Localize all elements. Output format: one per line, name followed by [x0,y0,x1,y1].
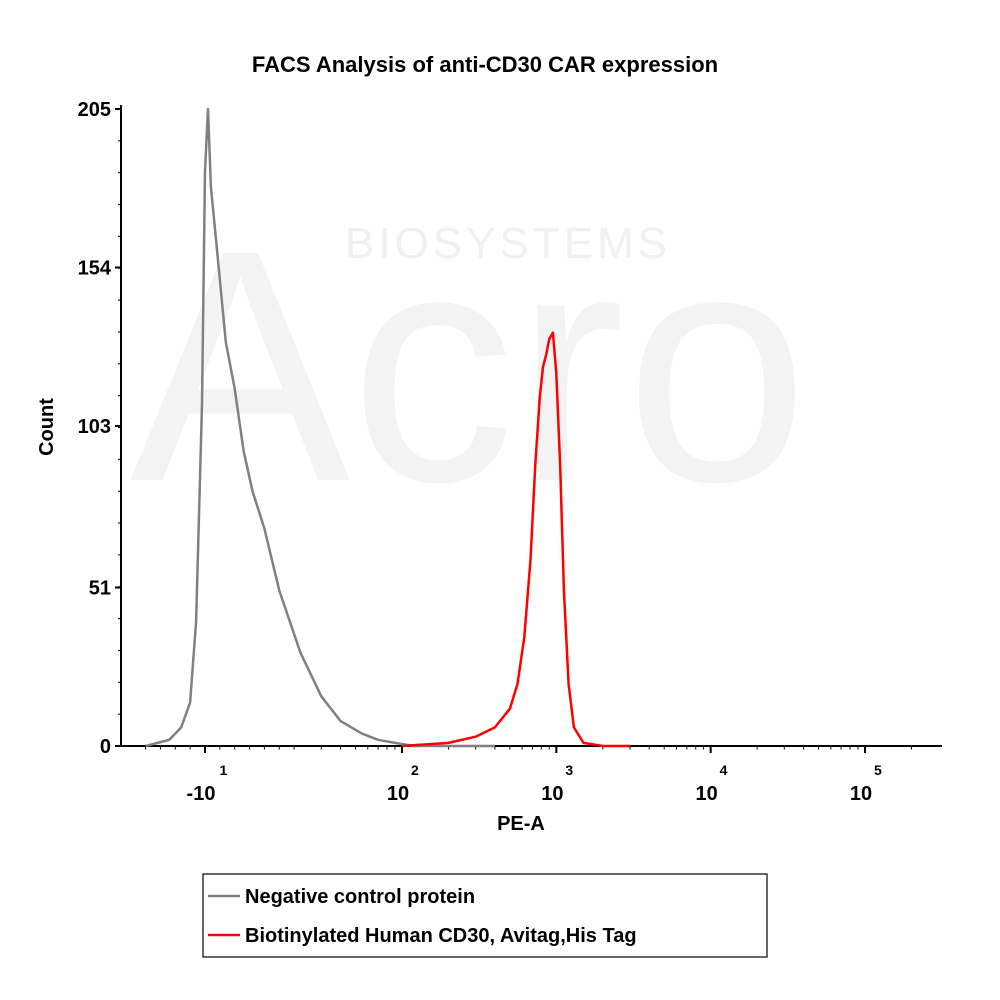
watermark: BIOSYSTEMS Acro [130,181,809,550]
x-tick-label-base: 10 [541,783,563,805]
y-tick-label: 103 [78,416,111,438]
y-tick-label: 154 [78,257,112,279]
legend-box [202,873,768,958]
y-tick-label: 51 [89,578,111,600]
watermark-text: BIOSYSTEMS [345,219,671,268]
series-layer [145,107,630,748]
x-axis-label: PE-A [497,813,545,835]
y-tick-label: 0 [100,736,111,758]
series-line-cd30 [401,331,630,748]
watermark-brand: Acro [130,181,809,550]
x-tick-label-exponent: 3 [565,762,573,778]
y-tick-label: 205 [78,99,111,121]
x-tick-label-base: 10 [387,783,409,805]
x-tick-label-base: 10 [696,783,718,805]
legend-label-cd30: Biotinylated Human CD30, Avitag,His Tag [245,925,637,947]
x-tick-label-exponent: 1 [220,762,228,778]
series-line-negative-control [145,107,495,748]
x-tick-label-exponent: 4 [720,762,728,778]
x-tick-label-exponent: 5 [874,762,882,778]
x-tick-label-base: -10 [187,783,216,805]
legend-label-negative-control: Negative control protein [245,886,475,908]
legend: Negative control protein Biotinylated Hu… [202,873,768,958]
x-tick-label-exponent: 2 [411,762,419,778]
y-ticks: 0 51 103 154 205 [78,99,121,758]
x-tick-label-base: 10 [850,783,872,805]
chart-title: FACS Analysis of anti-CD30 CAR expressio… [252,52,718,77]
y-axis-label: Count [36,398,58,456]
